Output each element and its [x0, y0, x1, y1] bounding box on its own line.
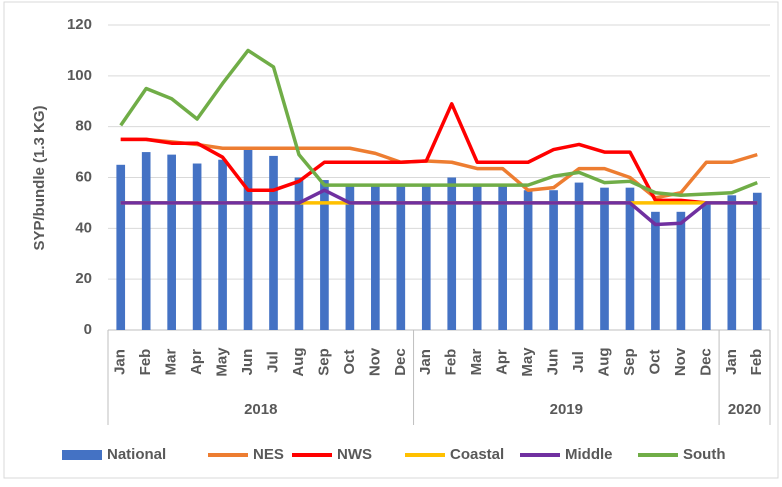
bar [141, 152, 151, 330]
bar [727, 195, 737, 330]
y-tick-label: 120 [67, 16, 92, 33]
bar [549, 190, 558, 330]
x-tick-label: Jan [112, 349, 129, 375]
x-tick-label: Feb [443, 349, 460, 376]
x-tick-label: May [214, 347, 231, 377]
x-tick-label: Mar [163, 349, 180, 376]
y-tick-label: 60 [75, 168, 92, 185]
line [120, 188, 758, 227]
bar [371, 185, 380, 330]
legend-label: National [107, 446, 166, 463]
chart-border [3, 1, 779, 479]
legend-label: Coastal [450, 446, 504, 463]
year-label: 2020 [728, 401, 761, 418]
bar [523, 190, 533, 330]
legend-label: Middle [565, 446, 613, 463]
bar [294, 177, 304, 330]
year-label: 2018 [244, 401, 277, 418]
bar [421, 185, 431, 330]
y-tick-label: 20 [75, 270, 92, 287]
y-tick-label: 100 [67, 67, 92, 84]
legend-label: NES [253, 446, 284, 463]
bar [625, 187, 635, 330]
bar [651, 211, 660, 330]
year-label: 2019 [550, 401, 583, 418]
x-tick-label: Aug [595, 347, 612, 376]
bar [447, 177, 457, 330]
y-tick-label: 80 [75, 118, 92, 135]
x-tick-label: Jan [723, 349, 740, 375]
bar [498, 185, 507, 330]
x-tick-label: Mar [468, 349, 485, 376]
x-tick-label: May [519, 347, 536, 377]
x-tick-label: Jun [239, 349, 256, 376]
legend-swatch [62, 450, 102, 460]
legend-label: NWS [337, 446, 372, 463]
bar [396, 185, 406, 330]
legend-label: South [683, 446, 726, 463]
x-tick-label: Nov [672, 347, 689, 376]
x-tick-label: Oct [646, 349, 663, 374]
y-tick-label: 0 [84, 321, 92, 338]
x-tick-label: Jan [417, 349, 434, 375]
x-tick-label: Jul [264, 351, 281, 373]
x-tick-label: Apr [494, 349, 511, 375]
x-tick-label: Sep [315, 348, 332, 376]
bar [218, 159, 227, 330]
bar [600, 187, 609, 330]
bar [192, 163, 202, 330]
bar [320, 180, 329, 330]
x-tick-label: Apr [188, 349, 205, 375]
x-tick-label: Dec [697, 348, 714, 376]
y-axis-label: SYP/bundle (1.3 KG) [31, 105, 48, 250]
bar [269, 155, 278, 330]
x-tick-label: Feb [137, 349, 154, 376]
x-tick-label: Nov [366, 347, 383, 376]
bar [702, 202, 711, 330]
bar [472, 185, 482, 330]
bar [574, 182, 584, 330]
x-tick-label: Jun [545, 349, 562, 376]
y-tick-label: 40 [75, 219, 92, 236]
bar [116, 164, 126, 330]
bar [676, 211, 686, 330]
bar [752, 192, 762, 330]
line [120, 102, 707, 205]
x-tick-label: Dec [392, 348, 409, 376]
bar [243, 149, 253, 330]
bar [345, 185, 355, 330]
bar [167, 154, 176, 330]
line [119, 48, 758, 198]
x-tick-label: Oct [341, 349, 358, 374]
x-tick-label: Aug [290, 347, 307, 376]
x-tick-label: Feb [748, 349, 765, 376]
x-tick-label: Jul [570, 351, 587, 373]
x-tick-label: Sep [621, 348, 638, 376]
